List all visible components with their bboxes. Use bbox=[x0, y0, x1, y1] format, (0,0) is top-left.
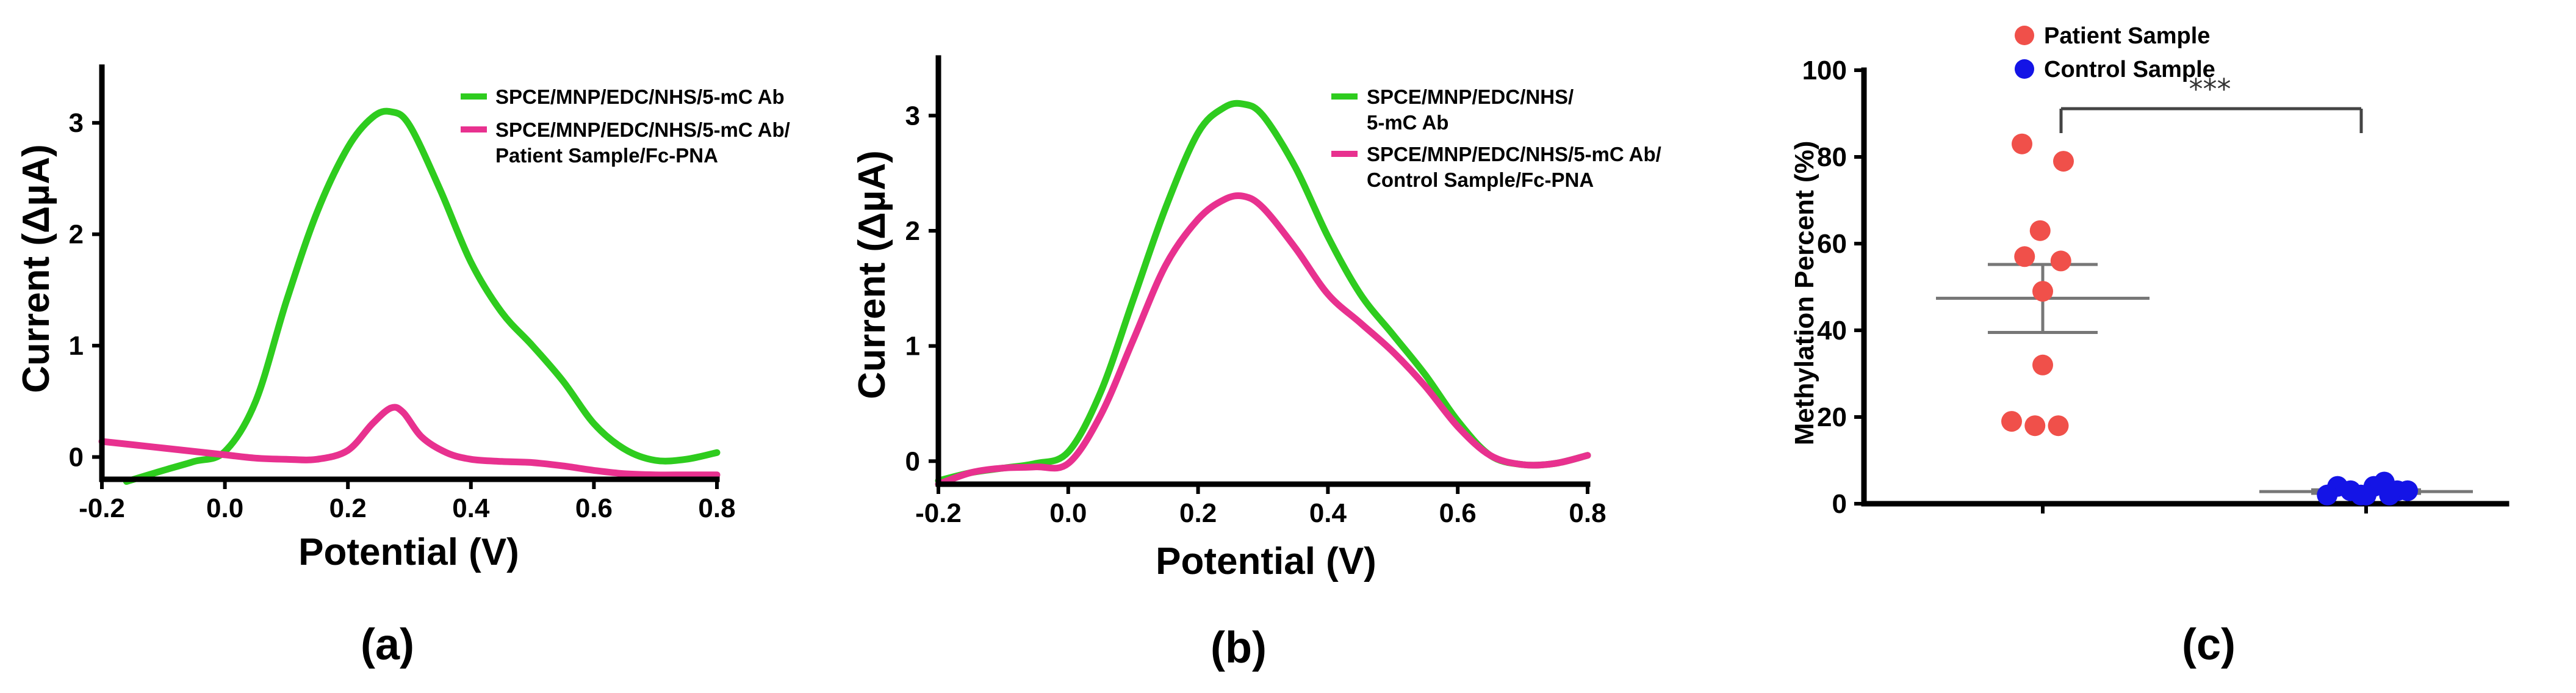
control-sample-point bbox=[2379, 484, 2400, 506]
panel-c-legend-label-1: Patient Sample bbox=[2044, 23, 2210, 49]
panel-a-series-line-1 bbox=[123, 107, 721, 485]
panel-c-y-tick-label: 40 bbox=[1817, 316, 1847, 346]
patient-sample-point bbox=[2014, 246, 2035, 267]
panel-c-y-tick-label: 20 bbox=[1817, 402, 1847, 432]
panel-b-legend-label-1b: 5-mC Ab bbox=[1367, 111, 1448, 134]
patient-sample-point bbox=[2032, 281, 2053, 302]
panel-a-y-tick-label: 1 bbox=[69, 331, 84, 361]
panel-a-x-tick-label: 0.8 bbox=[698, 493, 735, 523]
panel-c-chart: 0 20 40 60 80 100 *** Methylation Percent (%)… bbox=[1790, 23, 2509, 669]
patient-sample-point bbox=[2024, 415, 2046, 437]
panel-c-legend-marker-1 bbox=[2015, 26, 2034, 45]
panel-a-legend-label-2: SPCE/MNP/EDC/NHS/5-mC Ab/ bbox=[495, 118, 790, 141]
panel-a-y-tick-label: 0 bbox=[69, 443, 84, 473]
panel-b-y-axis-label: Current (ΔµA) bbox=[851, 150, 893, 399]
panel-a-y-tick-label: 2 bbox=[69, 220, 84, 250]
panel-b-legend-label-2b: Control Sample/Fc-PNA bbox=[1367, 169, 1594, 191]
patient-sample-point bbox=[2048, 415, 2069, 437]
panel-c-y-tick-label: 100 bbox=[1802, 56, 1847, 85]
panel-b-y-tick-label: 2 bbox=[905, 216, 920, 246]
panel-a-legend: SPCE/MNP/EDC/NHS/5-mC Ab SPCE/MNP/EDC/NH… bbox=[461, 85, 790, 167]
panel-b-legend-label-1: SPCE/MNP/EDC/NHS/ bbox=[1367, 85, 1574, 108]
panel-b-x-tick-label: 0.0 bbox=[1049, 498, 1087, 528]
panel-b-legend: SPCE/MNP/EDC/NHS/ 5-mC Ab SPCE/MNP/EDC/N… bbox=[1331, 85, 1661, 191]
control-sample-point bbox=[2317, 484, 2338, 506]
control-sample-point bbox=[2397, 480, 2418, 501]
panel-a-x-tick-label: -0.2 bbox=[79, 493, 125, 523]
panel-a-legend-label-1: SPCE/MNP/EDC/NHS/5-mC Ab bbox=[495, 85, 785, 108]
panel-b-y-tick-label: 1 bbox=[905, 332, 920, 361]
panel-a-x-tick-label: 0.6 bbox=[575, 493, 613, 523]
panel-b-series-line-2 bbox=[935, 192, 1591, 488]
panel-b-y-tick-label: 0 bbox=[905, 446, 920, 476]
panel-b-x-tick-label: 0.6 bbox=[1439, 498, 1477, 528]
panel-a-x-axis-label: Potential (V) bbox=[298, 531, 519, 573]
panel-b-series-line-1 bbox=[935, 100, 1591, 484]
panel-a-label: (a) bbox=[361, 620, 414, 669]
patient-sample-point bbox=[2012, 133, 2032, 154]
patient-sample-point bbox=[2053, 151, 2074, 172]
panel-c-legend-marker-2 bbox=[2015, 59, 2034, 79]
control-sample-point bbox=[2356, 484, 2376, 506]
panel-b-label: (b) bbox=[1211, 623, 1267, 672]
panel-b-y-tick-label: 3 bbox=[905, 101, 920, 131]
panel-a-series-line-2 bbox=[98, 404, 721, 479]
panel-b-x-tick-label: -0.2 bbox=[915, 498, 962, 528]
panel-a-y-axis-label: Current (ΔµA) bbox=[15, 144, 57, 393]
patient-sample-point bbox=[2001, 411, 2022, 432]
panel-b-x-tick-label: 0.4 bbox=[1309, 498, 1347, 528]
panel-b-legend-label-2: SPCE/MNP/EDC/NHS/5-mC Ab/ bbox=[1367, 143, 1661, 165]
patient-sample-point bbox=[2029, 220, 2051, 241]
significance-stars: *** bbox=[2189, 73, 2231, 106]
panel-a-x-tick-label: 0.0 bbox=[206, 493, 243, 523]
panel-b-x-tick-label: 0.8 bbox=[1569, 498, 1606, 528]
panel-c-legend-label-2: Control Sample bbox=[2044, 57, 2215, 82]
panel-a-x-tick-label: 0.4 bbox=[452, 493, 490, 523]
panel-c-legend: Patient Sample Control Sample bbox=[2015, 23, 2215, 82]
panel-c-label: (c) bbox=[2182, 620, 2236, 669]
panel-b-x-tick-label: 0.2 bbox=[1179, 498, 1217, 528]
panel-a-chart: -0.2 0.0 0.2 0.4 0.6 0.8 0 1 2 3 Current (ΔµA) Po… bbox=[15, 64, 790, 669]
panel-b-chart: -0.2 0.0 0.2 0.4 0.6 0.8 0 1 2 3 Current (ΔµA) Po… bbox=[851, 55, 1661, 672]
panel-c-y-axis-label: Methylation Percent (%) bbox=[1790, 141, 1819, 446]
panel-b-x-axis-label: Potential (V) bbox=[1156, 540, 1376, 582]
panel-a-y-tick-label: 3 bbox=[69, 108, 84, 138]
panel-c-y-tick-label: 0 bbox=[1832, 489, 1847, 519]
panel-a-x-tick-label: 0.2 bbox=[329, 493, 367, 523]
panel-c-y-tick-label: 60 bbox=[1817, 229, 1847, 259]
panel-a-legend-label-2b: Patient Sample/Fc-PNA bbox=[495, 144, 718, 167]
patient-sample-point bbox=[2032, 354, 2053, 376]
panel-c-y-tick-label: 80 bbox=[1817, 142, 1847, 172]
patient-sample-point bbox=[2050, 250, 2071, 272]
significance-bracket: *** bbox=[2059, 73, 2363, 133]
